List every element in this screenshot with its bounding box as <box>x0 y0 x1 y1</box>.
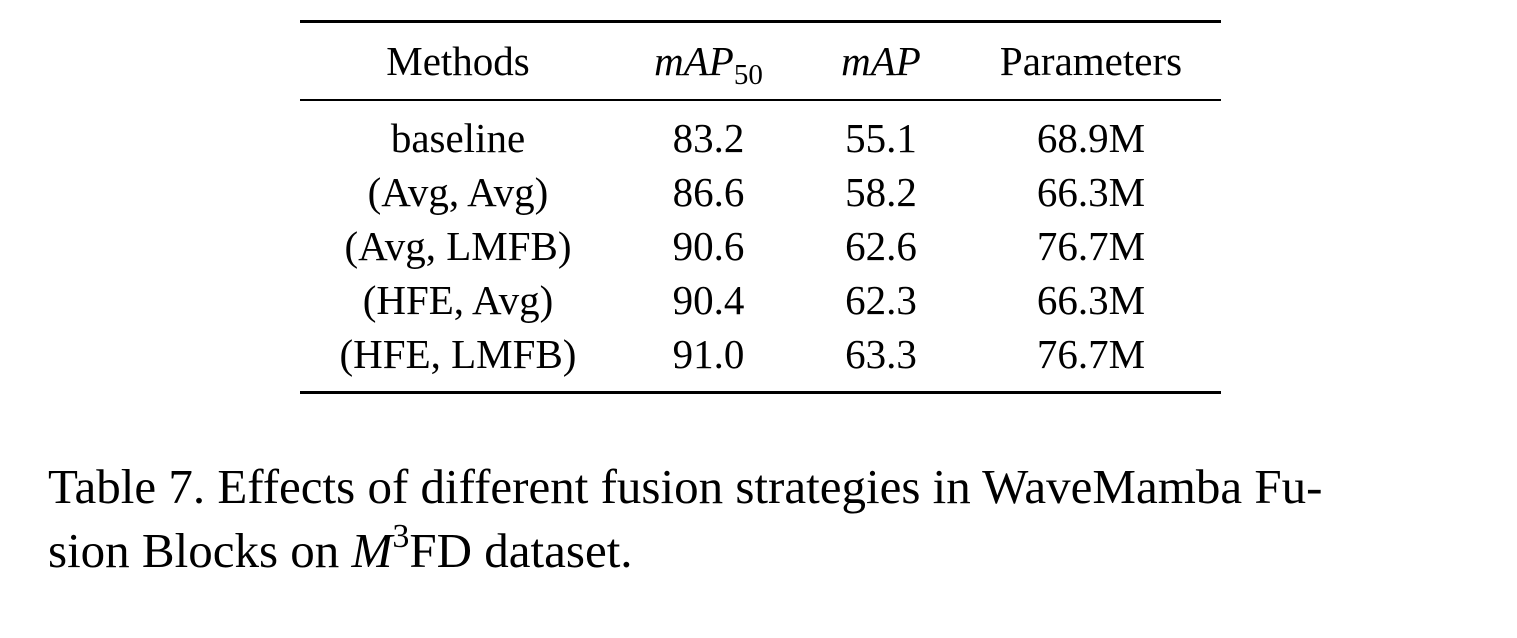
cell-map: 62.3 <box>845 277 917 323</box>
cell-params: 76.7M <box>1036 331 1146 377</box>
caption-line-2-pre: sion Blocks on <box>48 523 352 578</box>
cell-params: 68.9M <box>1036 115 1146 161</box>
header-map50-label: mAP <box>654 38 734 84</box>
table-row: baseline 83.2 55.1 68.9M <box>300 101 1221 165</box>
cell-map50: 90.4 <box>672 277 745 323</box>
cell-method: (Avg, LMFB) <box>344 223 572 269</box>
cell-map: 63.3 <box>845 331 917 377</box>
cell-map50: 83.2 <box>672 115 745 161</box>
bottom-rule <box>300 391 1221 394</box>
header-map: mAP <box>801 23 961 99</box>
cell-params: 66.3M <box>1036 277 1146 323</box>
table-row: (HFE, LMFB) 91.0 63.3 76.7M <box>300 327 1221 391</box>
results-table-container: Methods mAP50 mAP Parameters baseline 83… <box>300 20 1221 394</box>
caption-line-2: sion Blocks on M3FD dataset. <box>48 519 1478 583</box>
table-row: (Avg, Avg) 86.6 58.2 66.3M <box>300 165 1221 219</box>
table-caption: Table 7. Effects of different fusion str… <box>48 455 1478 583</box>
cell-method: baseline <box>390 115 526 161</box>
header-map50: mAP50 <box>616 23 801 99</box>
header-row: Methods mAP50 mAP Parameters <box>300 23 1221 99</box>
header-map50-subscript: 50 <box>733 59 763 91</box>
cell-method: (HFE, LMFB) <box>339 331 577 377</box>
caption-math-sup: 3 <box>392 518 410 555</box>
table-row: (Avg, LMFB) 90.6 62.6 76.7M <box>300 219 1221 273</box>
cell-map50: 86.6 <box>672 169 745 215</box>
cell-method: (Avg, Avg) <box>367 169 549 215</box>
cell-map: 58.2 <box>845 169 917 215</box>
top-rule <box>300 20 1221 23</box>
caption-line-1: Table 7. Effects of different fusion str… <box>48 459 1323 514</box>
results-table: Methods mAP50 mAP Parameters <box>300 23 1221 99</box>
cell-map50: 91.0 <box>672 331 745 377</box>
caption-math-m: M <box>351 523 393 578</box>
cell-map: 55.1 <box>845 115 917 161</box>
cell-params: 76.7M <box>1036 223 1146 269</box>
header-map-label: mAP <box>841 38 921 84</box>
cell-params: 66.3M <box>1036 169 1146 215</box>
caption-line-2-post: FD dataset. <box>409 523 633 578</box>
cell-map: 62.6 <box>845 223 917 269</box>
table-row: (HFE, Avg) 90.4 62.3 66.3M <box>300 273 1221 327</box>
results-table-body: baseline 83.2 55.1 68.9M (Avg, Avg) 86.6… <box>300 101 1221 391</box>
cell-method: (HFE, Avg) <box>362 277 554 323</box>
header-rule <box>300 99 1221 101</box>
header-parameters: Parameters <box>999 38 1183 84</box>
header-methods: Methods <box>386 38 530 84</box>
cell-map50: 90.6 <box>672 223 745 269</box>
